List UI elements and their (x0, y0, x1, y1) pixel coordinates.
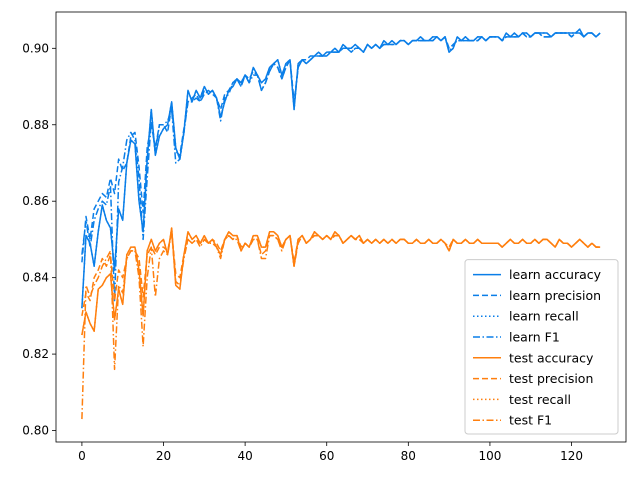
y-tick-label: 0.90 (22, 41, 49, 55)
legend-label: test recall (509, 392, 571, 407)
legend-label: learn accuracy (509, 267, 602, 282)
x-tick-label: 120 (560, 449, 583, 463)
series-line-2 (81, 28, 601, 309)
series-line-3 (81, 32, 601, 302)
x-axis: 0 20 40 60 80 100 120 (78, 442, 583, 463)
y-tick-label: 0.80 (22, 424, 49, 438)
y-tick-label: 0.84 (22, 271, 49, 285)
x-tick-label: 60 (319, 449, 334, 463)
x-tick-label: 20 (156, 449, 171, 463)
plot-lines (81, 28, 601, 420)
legend-label: test F1 (509, 413, 552, 428)
x-tick-label: 40 (237, 449, 252, 463)
legend-label: learn precision (509, 288, 601, 303)
x-tick-label: 80 (401, 449, 416, 463)
y-axis: 0.80 0.82 0.84 0.86 0.88 0.90 (22, 41, 56, 438)
legend-label: learn F1 (509, 330, 560, 345)
legend-box (464, 259, 619, 435)
x-tick-label: 0 (78, 449, 86, 463)
series-line-1 (81, 32, 601, 263)
legend-label: test precision (509, 371, 593, 386)
y-tick-label: 0.86 (22, 194, 49, 208)
legend: learn accuracy learn precision learn recal… (464, 259, 619, 435)
legend-label: test accuracy (509, 350, 594, 365)
x-tick-label: 100 (478, 449, 501, 463)
y-tick-label: 0.82 (22, 347, 49, 361)
series-line-7 (81, 231, 601, 420)
legend-label: learn recall (509, 309, 579, 324)
axes-frame (55, 11, 627, 443)
y-tick-label: 0.88 (22, 118, 49, 132)
